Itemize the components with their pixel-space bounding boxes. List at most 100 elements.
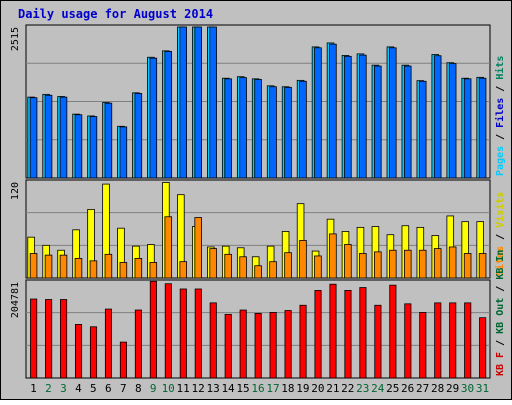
bar-sites-day-20 bbox=[315, 256, 322, 278]
chart-panels: 2515 Pages / Files / Hits 120 Sites / Visit… bbox=[10, 25, 506, 378]
bar-files-day-7 bbox=[120, 127, 127, 178]
bar-kb-day-29 bbox=[450, 303, 456, 378]
x-tick-label-day-26: 26 bbox=[401, 382, 414, 395]
bar-files-day-25 bbox=[389, 48, 396, 178]
bar-kb-day-18 bbox=[285, 311, 291, 378]
bar-files-day-21 bbox=[330, 44, 337, 178]
bar-sites-day-17 bbox=[270, 262, 277, 278]
x-tick-label-day-18: 18 bbox=[281, 382, 294, 395]
bar-sites-day-6 bbox=[105, 254, 112, 278]
bar-kb-day-19 bbox=[300, 305, 306, 378]
bar-kb-day-21 bbox=[330, 284, 336, 378]
bar-sites-day-3 bbox=[60, 255, 67, 278]
x-tick-label-day-10: 10 bbox=[162, 382, 175, 395]
bar-files-day-3 bbox=[60, 97, 67, 178]
bar-kb-day-3 bbox=[60, 300, 66, 378]
x-tick-label-day-19: 19 bbox=[296, 382, 309, 395]
bar-kb-day-10 bbox=[165, 284, 171, 378]
legend-entry: Visits bbox=[494, 192, 506, 228]
bar-files-day-23 bbox=[359, 55, 366, 178]
bar-files-day-29 bbox=[449, 64, 456, 178]
bar-sites-day-27 bbox=[419, 250, 426, 278]
x-tick-label-day-27: 27 bbox=[416, 382, 429, 395]
bar-kb-day-28 bbox=[435, 303, 441, 378]
bar-sites-day-12 bbox=[195, 218, 202, 278]
bar-files-day-11 bbox=[180, 27, 187, 178]
legend-separator: / bbox=[495, 128, 506, 146]
right-series-legend: KB F / KB Out / KB In bbox=[495, 250, 506, 376]
bar-kb-day-23 bbox=[360, 288, 366, 378]
bar-sites-day-15 bbox=[240, 257, 247, 278]
bar-kb-day-25 bbox=[390, 285, 396, 378]
y-max-label: 204781 bbox=[10, 282, 21, 318]
bar-kb-day-31 bbox=[480, 318, 486, 378]
bar-files-day-22 bbox=[345, 56, 352, 178]
y-max-label: 2515 bbox=[10, 27, 21, 51]
bar-kb-day-13 bbox=[210, 303, 216, 378]
x-tick-label-day-16: 16 bbox=[251, 382, 264, 395]
x-tick-label-day-13: 13 bbox=[206, 382, 219, 395]
bar-files-day-15 bbox=[240, 78, 247, 178]
legend-entry: Files bbox=[494, 98, 506, 128]
bar-sites-day-28 bbox=[434, 249, 441, 278]
bar-kb-day-5 bbox=[90, 327, 96, 378]
x-tick-label-day-9: 9 bbox=[150, 382, 157, 395]
bar-sites-day-25 bbox=[389, 250, 396, 278]
bar-sites-day-4 bbox=[75, 258, 82, 278]
bar-sites-day-30 bbox=[464, 254, 471, 279]
x-tick-label-day-24: 24 bbox=[371, 382, 385, 395]
x-tick-label-day-8: 8 bbox=[135, 382, 142, 395]
bar-sites-day-9 bbox=[150, 262, 157, 278]
x-tick-label-day-3: 3 bbox=[60, 382, 67, 395]
x-tick-label-day-4: 4 bbox=[75, 382, 82, 395]
bar-files-day-14 bbox=[225, 79, 232, 178]
bar-sites-day-31 bbox=[479, 254, 486, 279]
x-tick-label-day-22: 22 bbox=[341, 382, 354, 395]
bar-kb-day-27 bbox=[420, 312, 426, 378]
panel-2: 120 Sites / Visits bbox=[10, 180, 506, 278]
x-tick-label-day-31: 31 bbox=[476, 382, 489, 395]
bar-files-day-4 bbox=[75, 115, 82, 178]
x-tick-label-day-1: 1 bbox=[30, 382, 37, 395]
bar-sites-day-22 bbox=[345, 245, 352, 278]
bar-files-day-6 bbox=[105, 103, 112, 178]
bar-sites-day-16 bbox=[255, 266, 262, 278]
bar-sites-day-1 bbox=[30, 254, 37, 279]
bar-kb-day-11 bbox=[180, 289, 186, 378]
bar-files-day-18 bbox=[285, 87, 292, 178]
bar-files-day-27 bbox=[419, 81, 426, 178]
bar-files-day-2 bbox=[45, 95, 52, 178]
x-tick-label-day-21: 21 bbox=[326, 382, 339, 395]
x-tick-label-day-17: 17 bbox=[266, 382, 279, 395]
bar-files-day-31 bbox=[479, 78, 486, 178]
right-series-legend: Pages / Files / Hits bbox=[494, 56, 506, 176]
bar-kb-day-8 bbox=[135, 310, 141, 378]
bar-sites-day-8 bbox=[135, 258, 142, 278]
bar-sites-day-7 bbox=[120, 262, 127, 278]
x-tick-label-day-6: 6 bbox=[105, 382, 112, 395]
bar-files-day-30 bbox=[464, 79, 471, 178]
bar-sites-day-26 bbox=[404, 250, 411, 278]
x-tick-label-day-28: 28 bbox=[431, 382, 444, 395]
legend-entry: Pages bbox=[495, 146, 506, 176]
bar-sites-day-10 bbox=[165, 217, 172, 278]
bar-files-day-12 bbox=[195, 27, 202, 178]
x-tick-label-day-12: 12 bbox=[192, 382, 205, 395]
bar-files-day-19 bbox=[300, 81, 307, 178]
legend-entry: KB In bbox=[495, 250, 506, 280]
legend-entry: KB F bbox=[495, 352, 506, 376]
bar-kb-day-24 bbox=[375, 305, 381, 378]
bar-sites-day-21 bbox=[330, 234, 337, 278]
bar-files-day-28 bbox=[434, 56, 441, 178]
bar-kb-day-7 bbox=[120, 342, 126, 378]
bar-kb-day-2 bbox=[45, 300, 51, 378]
x-tick-label-day-29: 29 bbox=[446, 382, 459, 395]
x-tick-label-day-23: 23 bbox=[356, 382, 369, 395]
bar-files-day-16 bbox=[255, 79, 262, 178]
x-tick-label-day-5: 5 bbox=[90, 382, 97, 395]
x-tick-label-day-7: 7 bbox=[120, 382, 127, 395]
x-tick-label-day-11: 11 bbox=[177, 382, 190, 395]
bar-files-day-24 bbox=[374, 66, 381, 178]
